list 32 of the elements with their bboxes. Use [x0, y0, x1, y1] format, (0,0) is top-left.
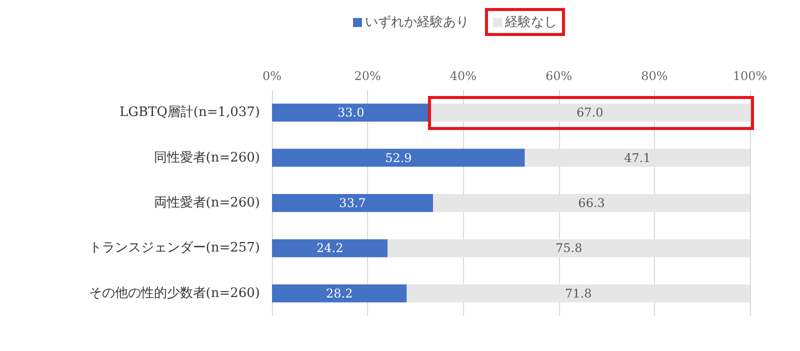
bar — [388, 239, 750, 258]
legend-label: 経験なし — [505, 14, 557, 31]
data-label: 47.1 — [624, 150, 651, 165]
x-tick-label: 0% — [262, 69, 282, 83]
bar — [272, 148, 525, 167]
y-tick-label: トランスジェンダー(n=257) — [88, 240, 260, 256]
y-tick-label: 同性愛者(n=260) — [154, 150, 260, 166]
x-tick-label: 60% — [545, 69, 572, 83]
legend-label: いずれか経験あり — [365, 14, 469, 31]
x-tick-label: 40% — [450, 69, 477, 83]
data-label: 67.0 — [576, 106, 604, 120]
data-label: 33.7 — [339, 196, 366, 210]
bar — [272, 284, 407, 302]
data-label: 66.3 — [578, 196, 605, 210]
x-tick-label: 20% — [354, 69, 381, 83]
y-tick-label: その他の性的少数者(n=260) — [88, 286, 260, 301]
y-tick-label: LGBTQ層計(n=1,037) — [119, 105, 260, 120]
bar — [272, 194, 434, 212]
bar — [433, 194, 750, 212]
data-label: 28.2 — [326, 286, 353, 300]
x-tick-label: 80% — [641, 69, 668, 83]
bar — [272, 104, 430, 122]
data-label: 71.8 — [565, 286, 592, 300]
y-tick-label: 両性愛者(n=260) — [154, 196, 260, 210]
data-label: 75.8 — [555, 241, 582, 256]
bar — [272, 239, 388, 258]
data-label: 24.2 — [316, 241, 344, 256]
x-tick-label: 100% — [732, 69, 768, 83]
data-label: 33.0 — [338, 106, 364, 120]
bar — [406, 284, 750, 302]
data-label: 52.9 — [385, 150, 412, 165]
bar — [524, 148, 750, 167]
